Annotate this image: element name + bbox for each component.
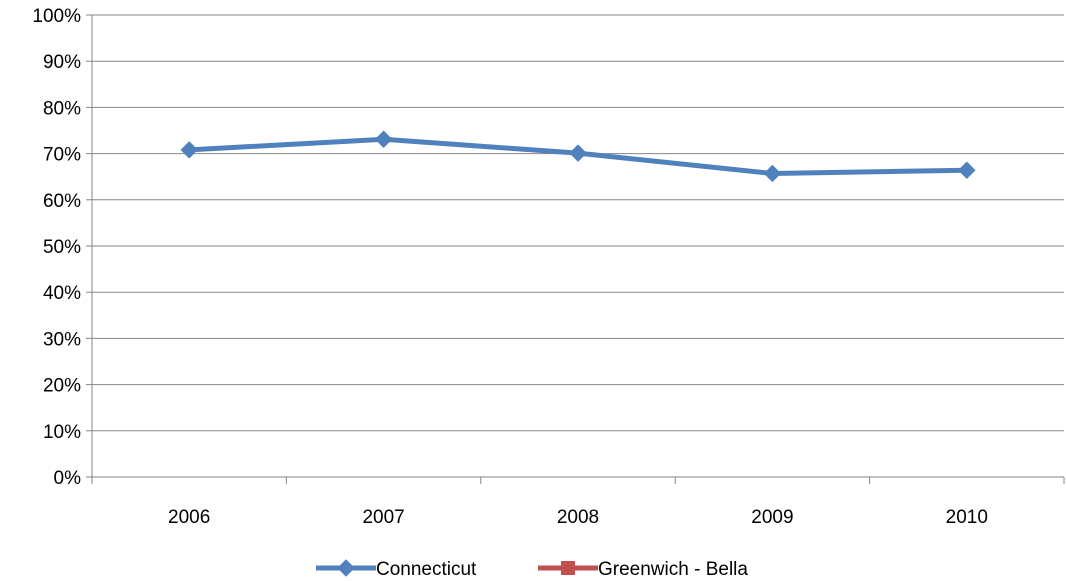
y-tick-label: 20% [43, 376, 81, 397]
data-point [180, 141, 198, 159]
y-tick-label: 100% [32, 6, 81, 27]
data-point [958, 161, 976, 179]
data-point [569, 144, 587, 162]
legend-label: Greenwich - Bella [598, 559, 748, 580]
y-tick-label: 10% [43, 422, 81, 443]
x-tick-label: 2006 [168, 507, 210, 528]
x-tick-label: 2007 [362, 507, 404, 528]
y-axis: 0% 10% 20% 30% 40% 50% 60% 70% 80% 90% 100% [32, 6, 93, 489]
y-tick-label: 70% [43, 145, 81, 166]
x-tick-label: 2008 [557, 507, 599, 528]
legend-swatch-marker [337, 559, 355, 577]
y-tick-label: 50% [43, 237, 81, 258]
legend-swatch-marker [561, 561, 575, 575]
y-tick-label: 60% [43, 191, 81, 212]
y-tick-label: 90% [43, 52, 81, 73]
x-tick-label: 2009 [751, 507, 793, 528]
y-tick-label: 0% [54, 468, 82, 489]
y-tick-label: 30% [43, 329, 81, 350]
series-layer [180, 130, 976, 183]
legend-entry: Connecticut [316, 559, 477, 580]
legend-label: Connecticut [376, 559, 477, 580]
data-point [374, 130, 393, 148]
y-tick-label: 80% [43, 98, 81, 119]
gridlines [92, 14, 1064, 432]
x-tick-label: 2010 [946, 507, 988, 528]
y-tick-label: 40% [43, 283, 81, 304]
legend: Connecticut Greenwich - Bella [316, 559, 748, 580]
data-point [763, 164, 782, 183]
x-axis: 2006 2007 2008 2009 2010 [91, 476, 1065, 528]
legend-entry: Greenwich - Bella [538, 559, 748, 580]
